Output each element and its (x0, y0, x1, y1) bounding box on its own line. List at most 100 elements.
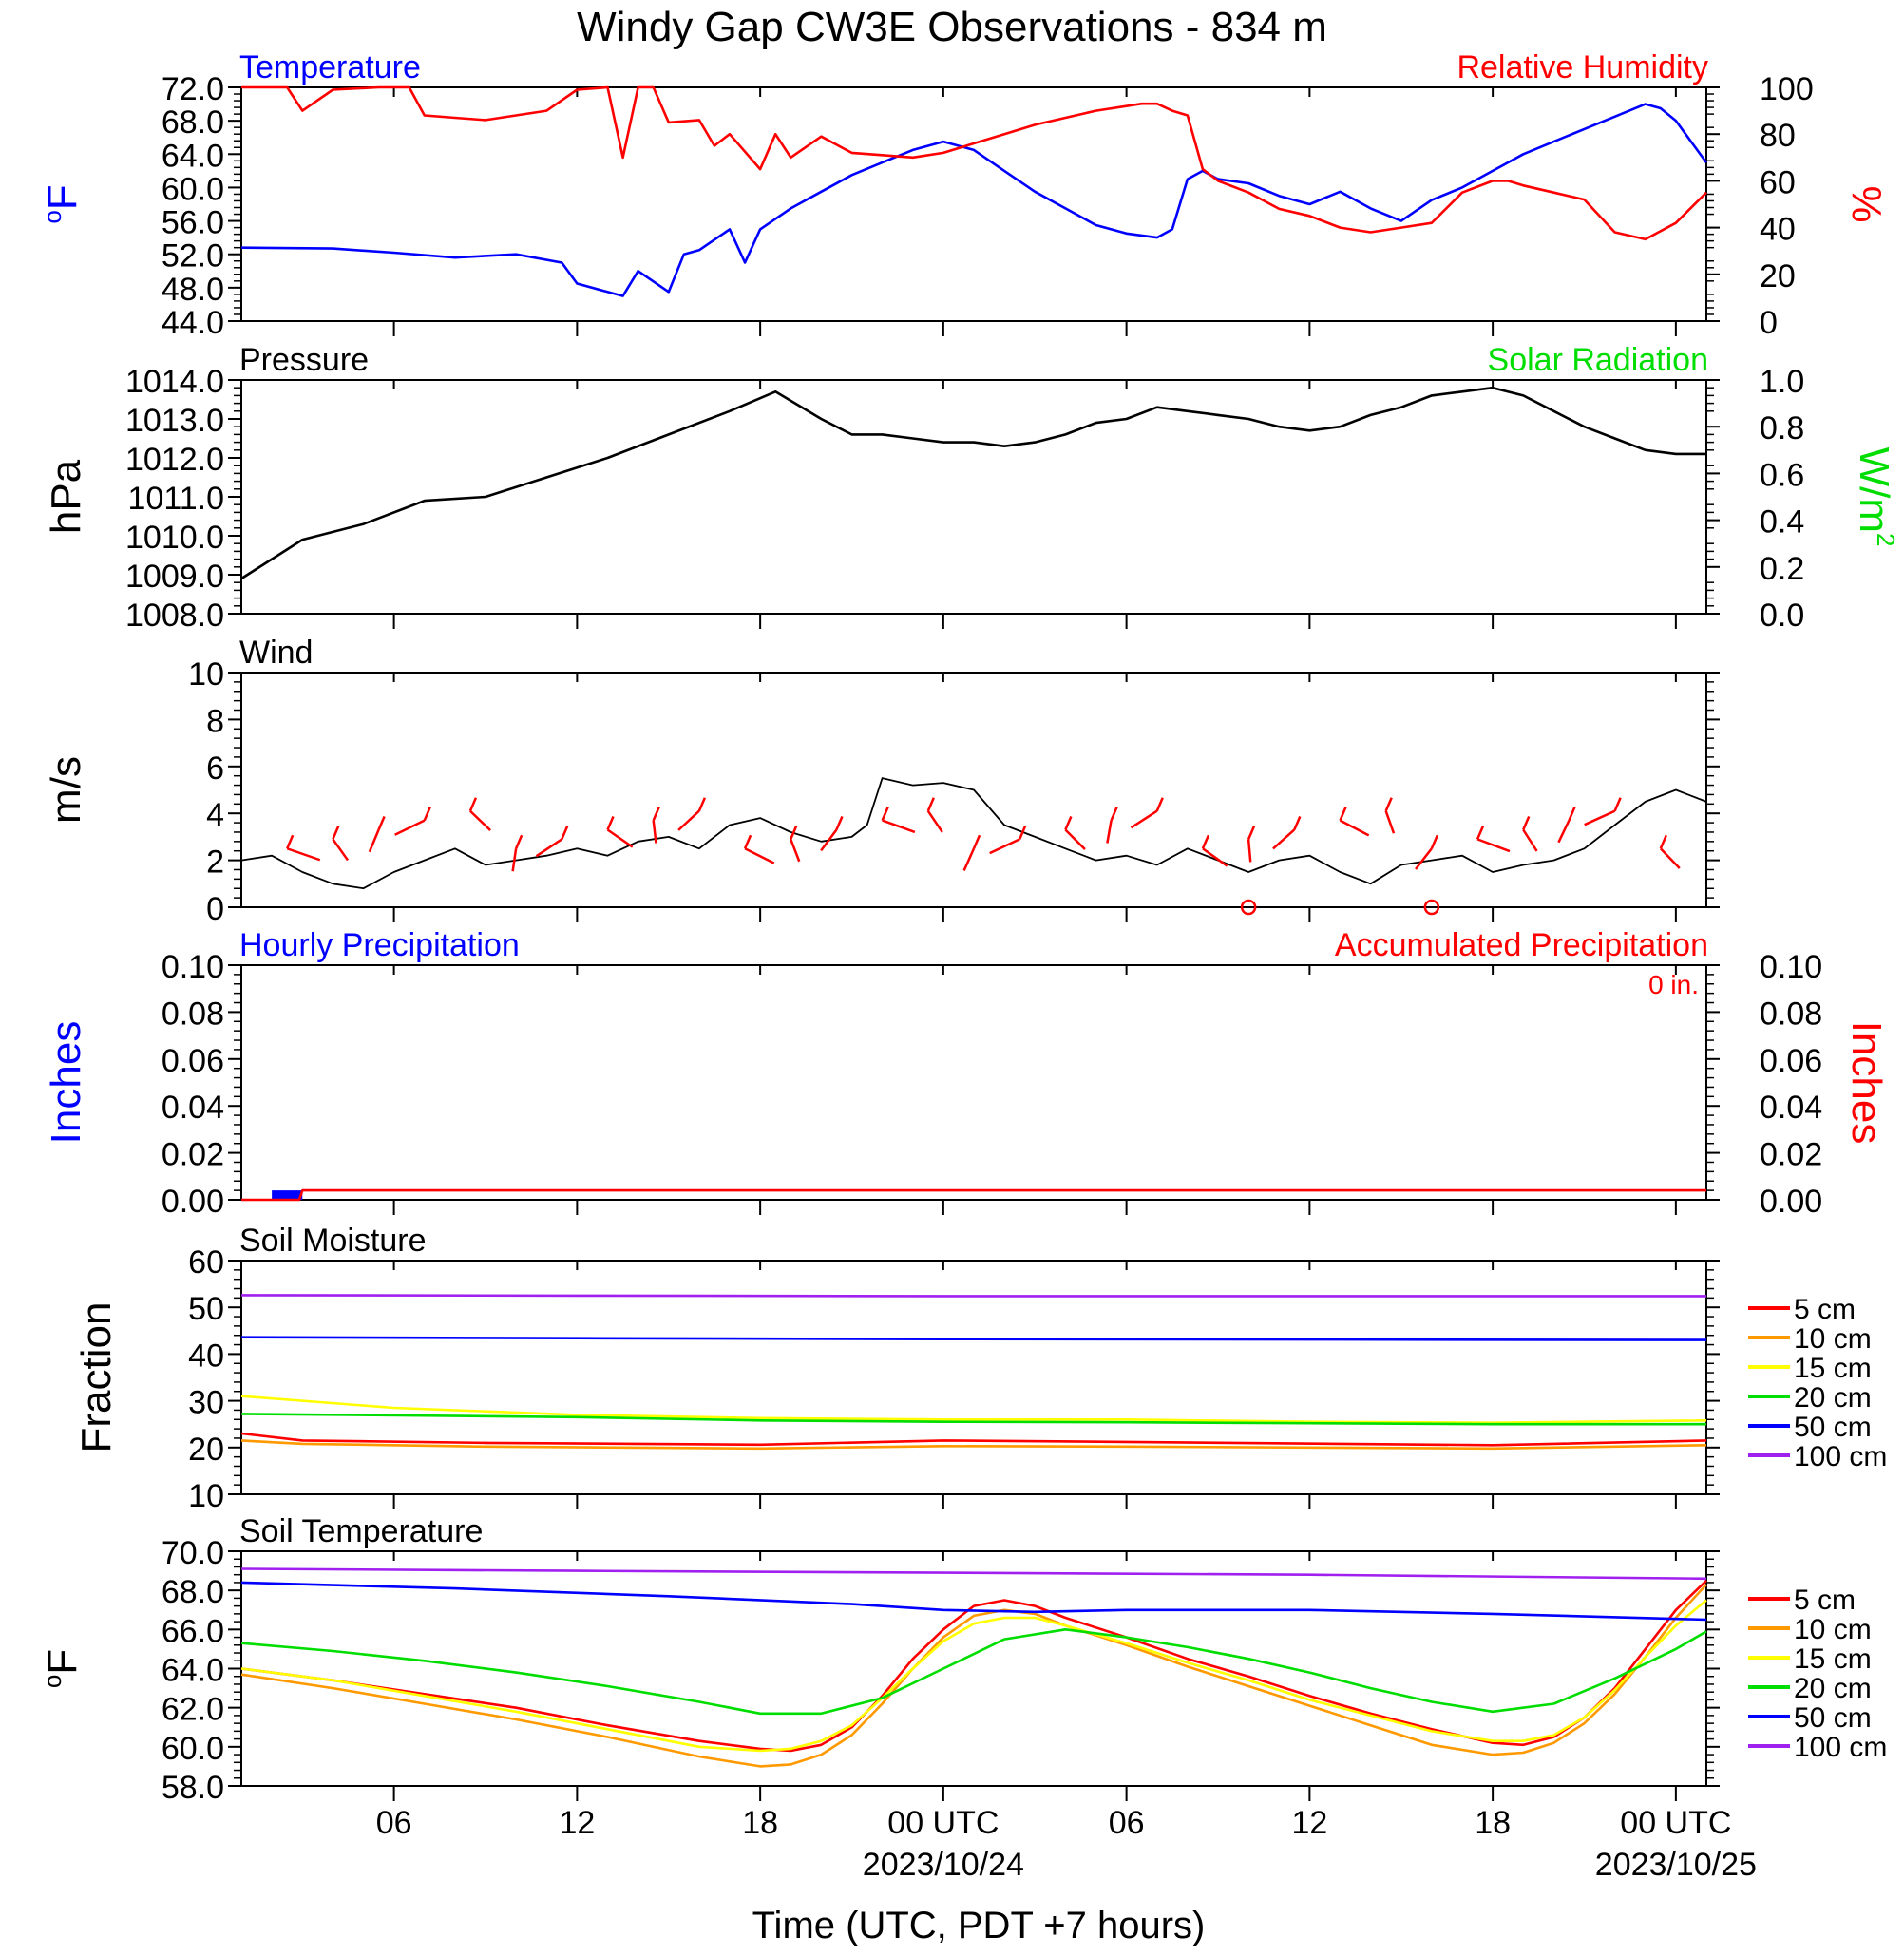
plot-frame (240, 1260, 1707, 1495)
wind-barb (286, 847, 321, 862)
series-line-100-cm (240, 1567, 1707, 1581)
wind-barb-flag (606, 815, 615, 830)
legend-label: 50 cm (1794, 1412, 1872, 1443)
y-tick-label: 52.0 (162, 238, 224, 275)
y-axis-label-right: W/m2 (1851, 447, 1900, 547)
panel-title-right: Solar Radiation (1488, 342, 1708, 378)
series-line-20-cm (240, 1628, 1707, 1716)
y-tick-label: 64.0 (162, 138, 224, 174)
wind-barb-flag (514, 834, 524, 849)
wind-barb (394, 819, 426, 836)
series-line-20-cm (240, 1413, 1706, 1426)
legend-label: 100 cm (1794, 1732, 1887, 1763)
wind-barb (1522, 828, 1538, 852)
y-tick-label-right: 0.10 (1760, 949, 1822, 985)
series-line-pressure (240, 386, 1706, 580)
y-tick-label: 58.0 (162, 1770, 224, 1806)
wind-barb-flag (697, 797, 707, 812)
panel-title-left: Temperature (239, 49, 421, 85)
calm-marker (1423, 899, 1440, 916)
x-tick-label: 12 (1291, 1805, 1327, 1841)
legend-label: 10 cm (1794, 1323, 1872, 1355)
wind-barb (332, 838, 350, 862)
wind-barb (368, 829, 380, 853)
wind-barb-flag (468, 797, 478, 812)
wind-barb-flag (1430, 834, 1439, 849)
x-date-label: 2023/10/24 (863, 1847, 1024, 1883)
y-tick-label: 50 (188, 1291, 224, 1327)
wind-barb (1414, 847, 1433, 870)
calm-marker (1240, 899, 1257, 916)
y-tick-label: 0.02 (162, 1137, 224, 1173)
y-axis-label-right: % (1843, 185, 1890, 222)
y-tick-label: 70.0 (162, 1535, 224, 1571)
y-tick-label-right: 0.08 (1760, 996, 1822, 1032)
wind-barb (1384, 810, 1396, 834)
y-tick-label: 2 (206, 845, 224, 881)
legend-label: 15 cm (1794, 1353, 1872, 1384)
wind-barb-flag (1568, 807, 1576, 822)
y-tick-label-right: 0 (1760, 305, 1778, 341)
x-tick-label: 00 UTC (1620, 1805, 1731, 1841)
y-tick-label: 60.0 (162, 1731, 224, 1767)
wind-barb (535, 838, 563, 858)
y-axis-label-left: Inches (43, 1021, 89, 1145)
series-line-wind-speed (240, 777, 1707, 890)
wind-barb-flag (1476, 825, 1485, 840)
wind-barb-flag (1019, 825, 1027, 840)
wind-barb (1557, 820, 1571, 844)
panel-title-left: Hourly Precipitation (239, 927, 520, 963)
wind-barb (1476, 838, 1511, 853)
wind-barb (469, 809, 492, 831)
plot-frame (240, 1550, 1707, 1787)
wind-barb-flag (377, 815, 386, 830)
y-tick-label: 0.06 (162, 1043, 224, 1079)
series-line-10-cm (240, 1584, 1707, 1768)
legend-label: 5 cm (1794, 1585, 1856, 1616)
wind-barb-flag (1110, 807, 1118, 822)
wind-barb-flag (1293, 815, 1302, 830)
panel-temp_rh: 44.048.052.056.060.064.068.072.0 0 20 40 60 8… (38, 49, 1890, 341)
wind-barb-flag (1613, 797, 1622, 812)
legend-label: 50 cm (1794, 1702, 1872, 1734)
y-tick-label: 72.0 (162, 71, 224, 107)
figure-title: Windy Gap CW3E Observations - 834 m (577, 4, 1327, 50)
y-tick-label-right: 20 (1760, 258, 1796, 294)
x-tick-label: 06 (1109, 1805, 1145, 1841)
y-tick-label: 1011.0 (128, 481, 224, 517)
y-tick-label: 0.08 (162, 996, 224, 1032)
legend-label: 5 cm (1794, 1294, 1856, 1325)
wind-barb (882, 819, 916, 834)
y-tick-label-right: 0.02 (1760, 1137, 1822, 1173)
x-axis-label: Time (UTC, PDT +7 hours) (752, 1905, 1206, 1946)
y-tick-label-right: 0.6 (1760, 457, 1804, 493)
x-tick-label: 18 (1475, 1805, 1511, 1841)
wind-barb (1106, 820, 1113, 844)
wind-barb-flag (1339, 807, 1347, 822)
wind-barb (1247, 839, 1252, 863)
y-tick-label: 30 (188, 1385, 224, 1421)
wind-barb (511, 848, 518, 872)
panel-pressure: 1008.01009.01010.01011.01012.01013.01014… (43, 342, 1900, 634)
wind-barb-flag (423, 807, 431, 822)
wind-barb (1130, 809, 1158, 829)
y-tick-label: 68.0 (162, 1574, 224, 1610)
y-tick-label-right: 0.0 (1760, 598, 1804, 634)
legend-label: 100 cm (1794, 1441, 1887, 1472)
series-line-accumulated-precipitation (241, 1188, 1706, 1202)
y-tick-label-right: 80 (1760, 118, 1796, 154)
y-tick-label: 1009.0 (125, 559, 224, 595)
panel-title-left: Wind (239, 635, 313, 671)
panel-soil_moisture: 10 20 30 40 50 60 Soil Moisture Fraction 5 cm10 … (73, 1223, 1887, 1514)
y-tick-label: 44.0 (162, 305, 224, 341)
y-axis-label-left: m/s (43, 756, 89, 824)
panels-group: 44.048.052.056.060.064.068.072.002040608… (38, 49, 1900, 1806)
panel-soil_temperature: 58.060.062.064.0 66.068.070.0 Soil Tempera… (38, 1513, 1887, 1806)
y-tick-label: 56.0 (162, 205, 224, 241)
y-tick-label-right: 0.2 (1760, 551, 1804, 587)
y-tick-label: 66.0 (162, 1613, 224, 1649)
y-tick-label-right: 60 (1760, 164, 1796, 200)
y-tick-label-right: 0.8 (1760, 410, 1804, 446)
